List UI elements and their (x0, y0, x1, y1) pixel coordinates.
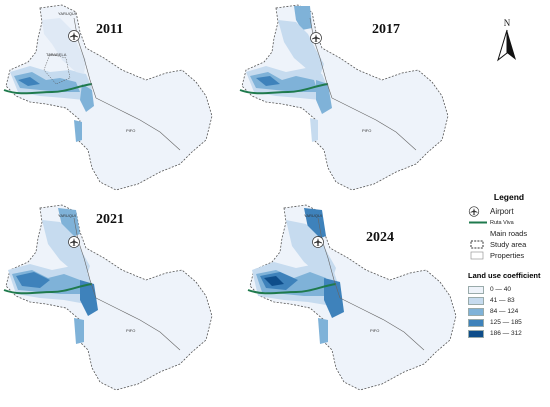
town-label-east: PIFO (126, 128, 135, 133)
town-label-north: YARUQUI (58, 11, 76, 16)
legend-item-main-roads: Main roads (468, 228, 550, 239)
town-label-east: PIFO (370, 328, 379, 333)
class-swatch (468, 296, 484, 305)
land-use-class: 186 — 312 (468, 328, 550, 339)
main-road (95, 297, 181, 351)
legend-title: Legend (493, 192, 525, 202)
north-arrow-label: N (503, 18, 511, 28)
town-label-center: TABABELA (46, 52, 67, 57)
main-road (309, 17, 333, 99)
land-use-north (286, 220, 336, 280)
land-use-class-title: Land use coefficient (468, 271, 541, 280)
airplane-icon (312, 236, 324, 248)
legend-item-label: Main roads (490, 229, 528, 238)
map-2021: YARUQUI PIFO (3, 204, 213, 391)
land-use-south (310, 118, 318, 142)
land-use-class: 84 — 124 (468, 306, 550, 317)
land-use-north (278, 20, 324, 76)
map-legend: Legend Airport Ruta Viva Main roads Stud… (468, 192, 550, 339)
year-label: 2011 (96, 22, 124, 37)
town-label-east: PIFO (126, 328, 135, 333)
class-label: 84 — 124 (490, 308, 519, 315)
land-use-west-mid (14, 72, 80, 92)
town-label-north: YARUQUI (58, 213, 76, 218)
map-panel-2024: YARUQUI PIFO 2024 (244, 200, 484, 400)
legend-item-label: Study area (490, 240, 527, 249)
airplane-icon (68, 30, 80, 42)
main-road-symbol (468, 228, 490, 239)
land-use-north-high (58, 208, 80, 238)
class-swatch (468, 318, 484, 327)
airplane-icon (468, 206, 490, 217)
airplane-icon (310, 32, 322, 44)
land-use-corridor (324, 278, 344, 318)
legend-item-study-area: Study area (468, 239, 550, 250)
ruta-viva-line (239, 83, 329, 95)
ruta-viva-line (247, 283, 337, 295)
north-arrow-icon (497, 29, 516, 62)
land-use-north-high (294, 6, 312, 30)
land-use-west-top (264, 276, 284, 286)
map-panel-2011: YARUQUI TABABELA PIFO 2011 (0, 0, 240, 200)
class-label: 41 — 83 (490, 297, 515, 304)
legend-item-label: Ruta Viva (490, 219, 514, 226)
town-label-east: PIFO (362, 128, 371, 133)
land-use-west-high (16, 272, 50, 288)
main-road (317, 217, 341, 299)
land-use-class: 41 — 83 (468, 295, 550, 306)
ruta-viva-line (3, 83, 93, 95)
land-use-corridor (316, 80, 332, 114)
airplane-icon (68, 236, 80, 248)
class-label: 0 — 40 (490, 286, 511, 293)
land-use-class: 0 — 40 (468, 284, 550, 295)
main-road (331, 97, 417, 151)
land-use-north (42, 220, 90, 278)
year-label: 2024 (366, 230, 394, 245)
town-label-north: YARUQUI (304, 213, 322, 218)
legend-item-label: Properties (490, 251, 525, 260)
map-panel-2021: YARUQUI PIFO 2021 (0, 200, 240, 400)
class-swatch (468, 329, 484, 338)
land-use-south (74, 318, 84, 344)
main-road (95, 97, 181, 151)
land-use-south (318, 318, 328, 344)
class-swatch (468, 307, 484, 316)
land-use-corridor (80, 84, 94, 112)
map-2011: YARUQUI TABABELA PIFO (3, 4, 213, 191)
year-label: 2021 (96, 212, 124, 227)
map-2017: PIFO (239, 4, 449, 191)
year-label: 2017 (372, 22, 400, 37)
class-label: 125 — 185 (490, 319, 522, 326)
legend-item-airport: Airport (468, 206, 550, 217)
study-area-inner (43, 53, 71, 85)
class-label: 186 — 312 (490, 330, 522, 337)
map-panel-2017: PIFO 2017 (236, 0, 476, 200)
main-road (339, 297, 425, 351)
legend-item-properties: Properties (468, 250, 550, 261)
main-road (73, 217, 97, 299)
dashed-box-symbol (468, 239, 490, 250)
land-use-west-high (18, 77, 40, 86)
plain-box-symbol (468, 250, 490, 261)
north-arrow: N (492, 18, 522, 64)
land-use-north (42, 18, 86, 74)
study-area-outline (5, 204, 213, 391)
land-use-class: 125 — 185 (468, 317, 550, 328)
green-line-symbol (468, 217, 490, 228)
map-2024: YARUQUI PIFO (247, 204, 457, 391)
study-area-outline (241, 4, 449, 191)
land-use-corridor (80, 280, 98, 316)
ruta-viva-line (3, 283, 93, 295)
land-use-south (74, 120, 82, 142)
legend-item-label: Airport (490, 207, 514, 216)
class-swatch (468, 285, 484, 294)
land-use-west-high (256, 76, 280, 86)
legend-item-ruta-viva: Ruta Viva (468, 217, 550, 228)
